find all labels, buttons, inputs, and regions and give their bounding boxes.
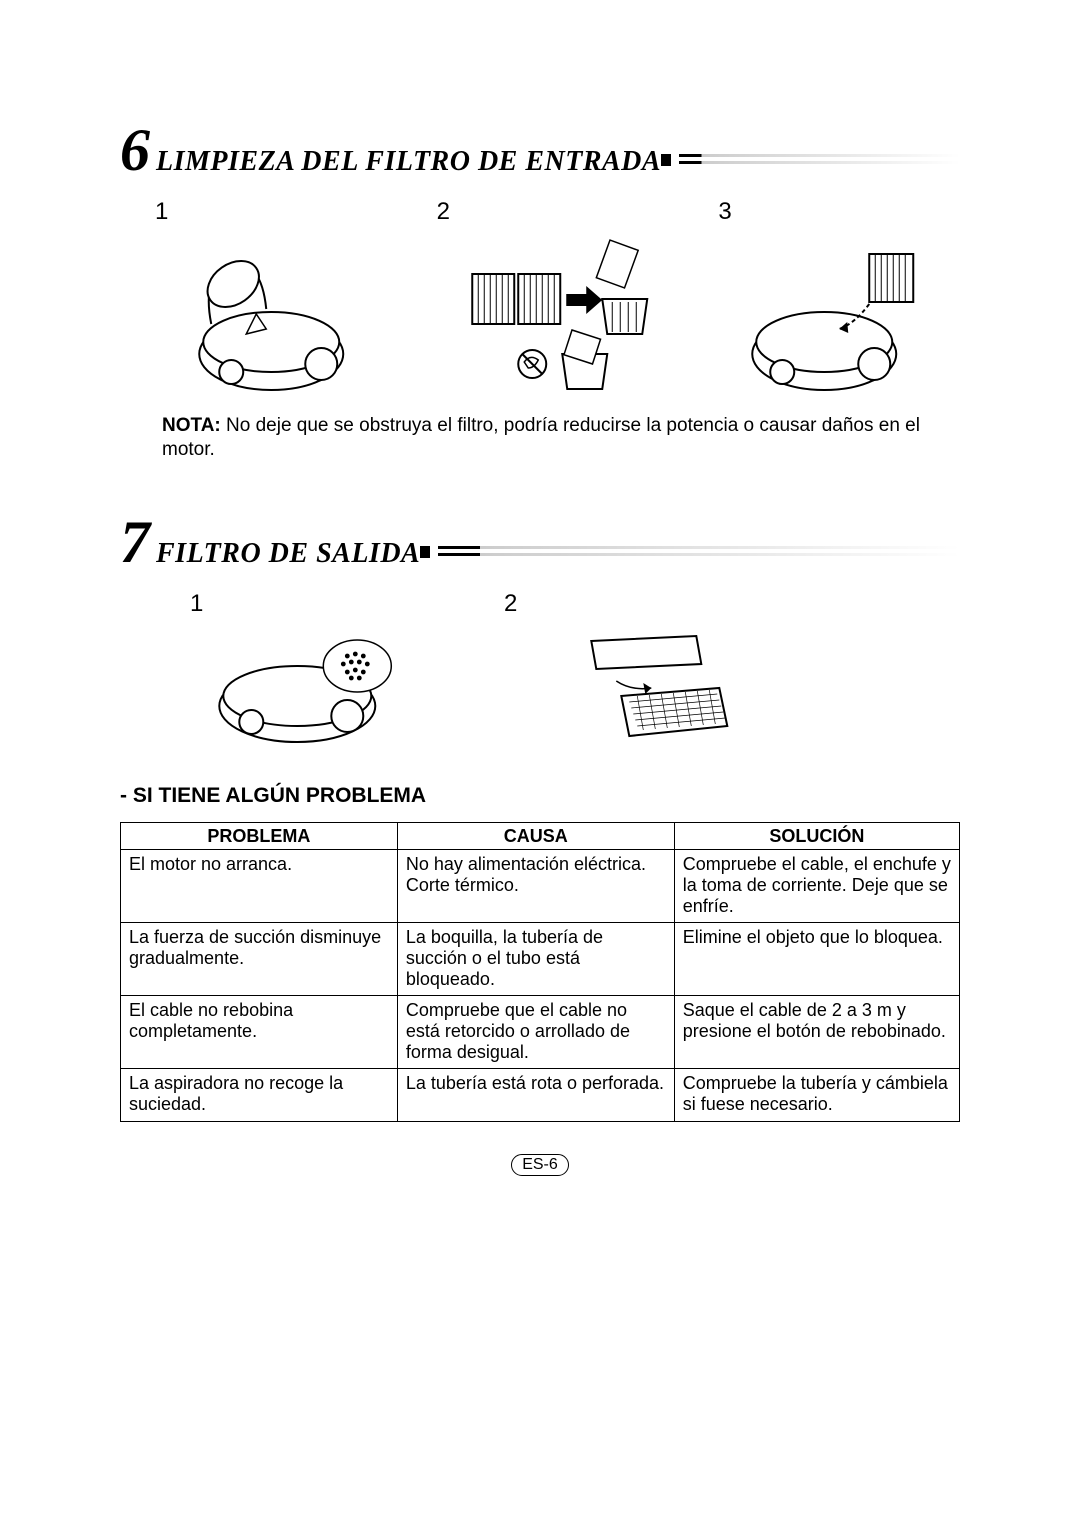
section-7-steps: 1 2 [180, 590, 768, 746]
step-3-illustration [708, 234, 960, 394]
outlet-filter-parts-icon [508, 626, 755, 746]
cell-solution: Compruebe el cable, el enchufe y la toma… [674, 850, 959, 923]
cell-solution: Elimine el objeto que lo bloquea. [674, 923, 959, 996]
section-7-heading: 7 FILTRO DE SALIDA [120, 512, 960, 572]
troubleshooting-title: - SI TIENE ALGÚN PROBLEMA [120, 784, 960, 808]
section-7-number: 7 [120, 512, 150, 572]
note-text: No deje que se obstruya el filtro, podrí… [162, 415, 920, 460]
section-6-title: LIMPIEZA DEL FILTRO DE ENTRADA [156, 146, 661, 178]
section-7-step-2: 2 [494, 590, 768, 746]
cell-cause: Compruebe que el cable no está retorcido… [397, 996, 674, 1069]
cell-problem: El motor no arranca. [121, 850, 398, 923]
table-row: La fuerza de succión disminuye gradualme… [121, 923, 960, 996]
vacuum-insert-filter-icon [721, 234, 948, 394]
section-6-note: NOTA: No deje que se obstruya el filtro,… [162, 414, 960, 462]
heading-rule [679, 154, 960, 166]
step-label: 2 [504, 590, 768, 618]
step-label: 1 [155, 198, 397, 226]
note-label: NOTA: [162, 415, 221, 436]
table-row: La aspiradora no recoge la suciedad. La … [121, 1069, 960, 1121]
section-6-steps: 1 2 [145, 198, 960, 394]
step-label: 3 [718, 198, 960, 226]
cell-solution: Compruebe la tubería y cámbiela si fuese… [674, 1069, 959, 1121]
cell-problem: La aspiradora no recoge la suciedad. [121, 1069, 398, 1121]
header-problem: PROBLEMA [121, 822, 398, 850]
cell-cause: La boquilla, la tubería de succión o el … [397, 923, 674, 996]
cell-solution: Saque el cable de 2 a 3 m y presione el … [674, 996, 959, 1069]
cell-cause: La tubería está rota o perforada. [397, 1069, 674, 1121]
table-body: El motor no arranca. No hay alimentación… [121, 850, 960, 1122]
section-6-step-2: 2 [427, 198, 679, 394]
section-6-step-3: 3 [708, 198, 960, 394]
step-2-illustration [427, 234, 679, 394]
section-6-step-1: 1 [145, 198, 397, 394]
heading-rule-cap [661, 154, 671, 166]
table-header-row: PROBLEMA CAUSA SOLUCIÓN [121, 822, 960, 850]
header-solution: SOLUCIÓN [674, 822, 959, 850]
table-row: El cable no rebobina completamente. Comp… [121, 996, 960, 1069]
step-2-illustration [494, 626, 768, 746]
table-row: El motor no arranca. No hay alimentación… [121, 850, 960, 923]
step-1-illustration [145, 234, 397, 394]
page-footer: ES-6 [120, 1154, 960, 1176]
vacuum-open-lid-icon [158, 234, 385, 394]
step-label: 2 [437, 198, 679, 226]
section-6-heading: 6 LIMPIEZA DEL FILTRO DE ENTRADA [120, 120, 960, 180]
section-7-step-1: 1 [180, 590, 454, 746]
page-number: ES-6 [511, 1154, 569, 1176]
cell-problem: La fuerza de succión disminuye gradualme… [121, 923, 398, 996]
cell-problem: El cable no rebobina completamente. [121, 996, 398, 1069]
section-7-title: FILTRO DE SALIDA [156, 538, 420, 570]
heading-rule [438, 546, 960, 558]
troubleshooting-table: PROBLEMA CAUSA SOLUCIÓN El motor no arra… [120, 822, 960, 1122]
section-6-number: 6 [120, 120, 150, 180]
heading-rule-cap [420, 546, 430, 558]
filter-rinse-icon [439, 234, 666, 394]
cell-cause: No hay alimentación eléctrica. Corte tér… [397, 850, 674, 923]
step-label: 1 [190, 590, 454, 618]
step-1-illustration [180, 626, 454, 746]
header-cause: CAUSA [397, 822, 674, 850]
vacuum-rear-filter-icon [194, 626, 441, 746]
